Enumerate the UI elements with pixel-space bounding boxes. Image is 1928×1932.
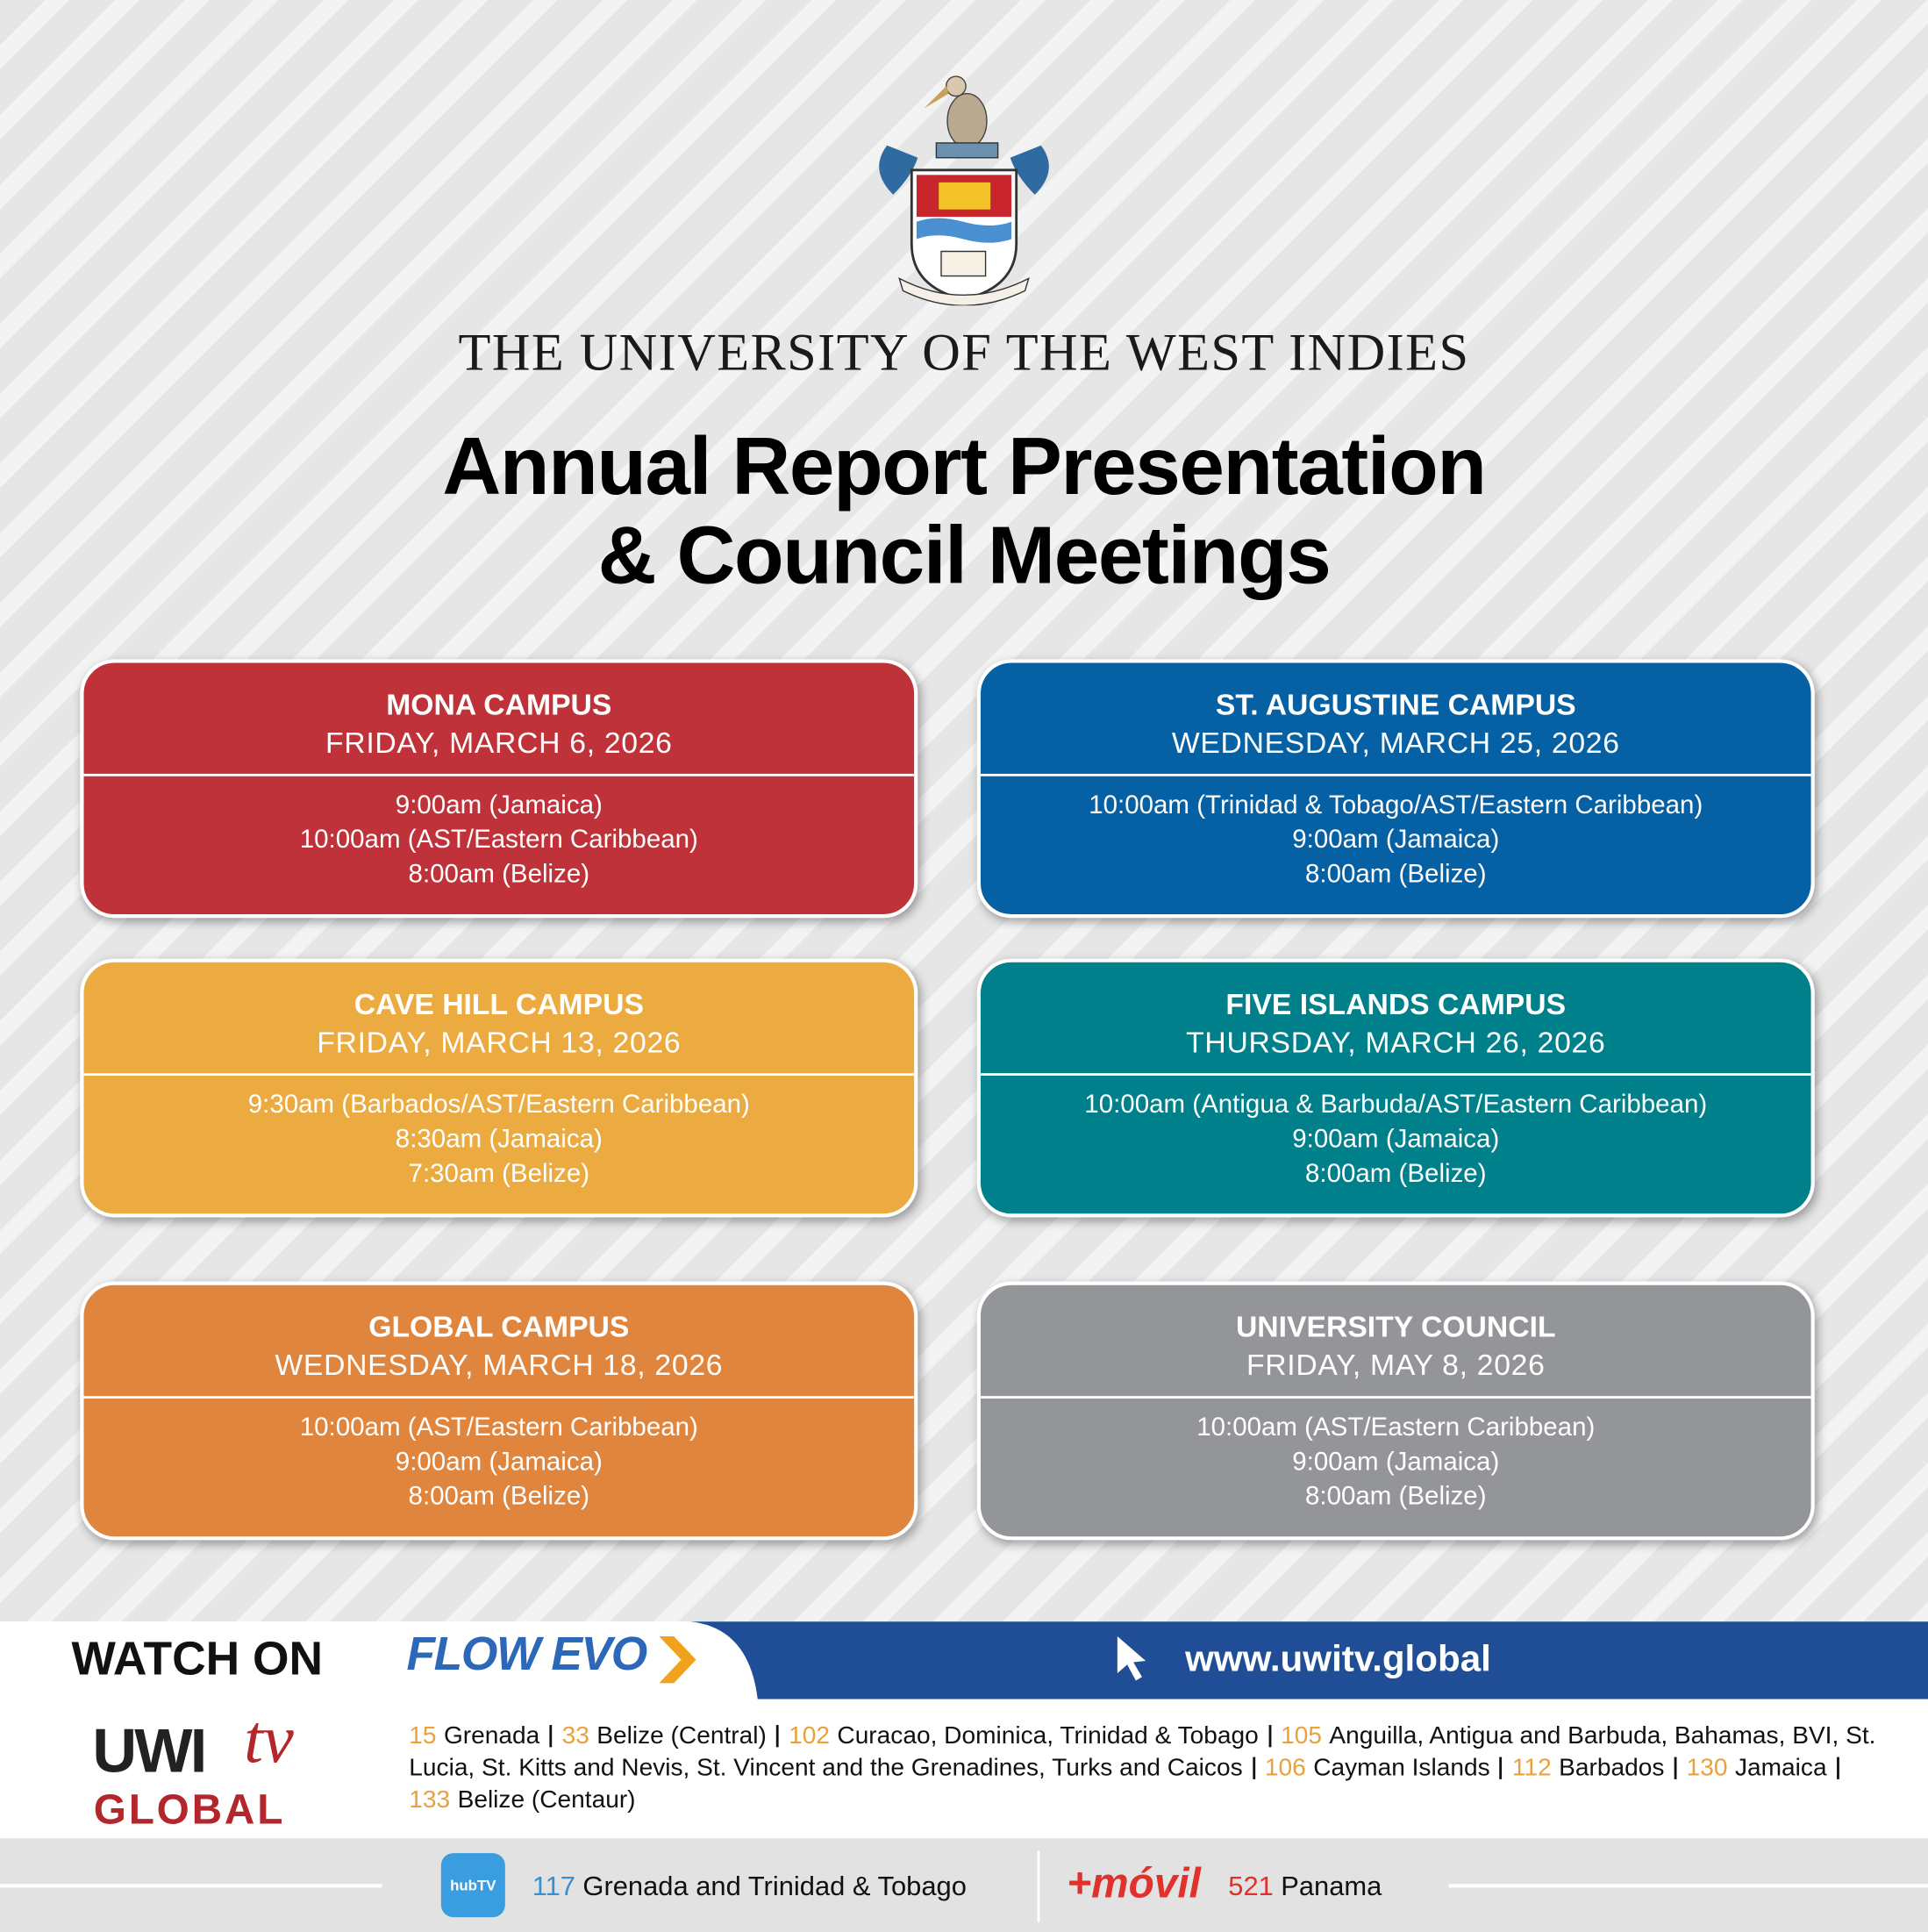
channel-places: Barbados <box>1559 1754 1665 1782</box>
time: 8:00am (Belize) <box>1304 1159 1487 1188</box>
channel-number: 133 <box>409 1786 451 1814</box>
card-header: ST. AUGUSTINE CAMPUS WEDNESDAY, MARCH 25,… <box>980 663 1811 776</box>
card-header: CAVE HILL CAMPUS FRIDAY, MARCH 13, 2026 <box>83 962 915 1076</box>
card-header: UNIVERSITY COUNCIL FRIDAY, MAY 8, 2026 <box>980 1285 1811 1399</box>
campus-card: CAVE HILL CAMPUS FRIDAY, MARCH 13, 2026 9:… <box>80 958 918 1218</box>
crest <box>879 75 1049 306</box>
campus-card: MONA CAMPUS FRIDAY, MARCH 6, 2026 9:00am (… <box>80 659 918 919</box>
campus-name: GLOBAL CAMPUS <box>368 1311 630 1345</box>
time: 9:00am (Jamaica) <box>1292 1125 1500 1154</box>
time-list: 9:00am (Jamaica) 10:00am (AST/Eastern Car… <box>84 776 915 892</box>
time: 7:30am (Belize) <box>408 1159 590 1188</box>
website: www.uwitv.global <box>1185 1638 1491 1680</box>
time: 10:00am (Trinidad & Tobago/AST/Eastern C… <box>1089 791 1703 819</box>
time: 9:00am (Jamaica) <box>1292 825 1500 855</box>
time-list: 10:00am (Trinidad & Tobago/AST/Eastern C… <box>981 776 1811 892</box>
time: 9:00am (Jamaica) <box>395 1448 603 1477</box>
university-name: THE UNIVERSITY OF THE WEST INDIES <box>458 324 1470 383</box>
rule <box>1448 1884 1928 1888</box>
separator <box>1252 1757 1255 1779</box>
hubtv-channel: 117 Grenada and Trinidad & Tobago <box>532 1871 967 1903</box>
title-line: Annual Report Presentation <box>442 419 1487 512</box>
channel-places: Cayman Islands <box>1313 1754 1490 1782</box>
channel-places: Belize (Central) <box>596 1722 767 1750</box>
time: 9:00am (Jamaica) <box>1292 1448 1500 1477</box>
web-bar <box>689 1621 1928 1699</box>
uwitv-global: GLOBAL <box>93 1786 286 1834</box>
campus-name: MONA CAMPUS <box>386 689 612 722</box>
campus-name: FIVE ISLANDS CAMPUS <box>1225 988 1567 1022</box>
rule <box>0 1884 382 1888</box>
time: 8:00am (Belize) <box>408 1482 590 1511</box>
watch-on: WATCH ON <box>71 1634 324 1686</box>
flow-chevron <box>659 1635 696 1684</box>
time-list: 10:00am (AST/Eastern Caribbean) 9:00am (J… <box>981 1399 1811 1514</box>
separator <box>776 1725 779 1748</box>
movil-logo: +móvil <box>1067 1860 1201 1907</box>
channel-places: Belize (Centaur) <box>457 1786 636 1814</box>
separator <box>1499 1757 1503 1779</box>
campus-date: WEDNESDAY, MARCH 25, 2026 <box>1171 726 1620 761</box>
channel-places: Curacao, Dominica, Trinidad & Tobago <box>837 1722 1259 1750</box>
channel-number: 15 <box>409 1722 437 1750</box>
campus-name: CAVE HILL CAMPUS <box>353 988 644 1022</box>
channel-list: 15 Grenada 33 Belize (Central) 102 Curacao, D… <box>409 1720 1881 1816</box>
campus-date: THURSDAY, MARCH 26, 2026 <box>1186 1026 1606 1060</box>
separator <box>549 1725 553 1748</box>
time: 9:30am (Barbados/AST/Eastern Caribbean) <box>247 1090 750 1120</box>
campus-date: FRIDAY, MARCH 6, 2026 <box>325 726 673 761</box>
campus-card: FIVE ISLANDS CAMPUS THURSDAY, MARCH 26, 2… <box>976 958 1815 1218</box>
separator <box>1268 1725 1271 1748</box>
time-list: 10:00am (AST/Eastern Caribbean) 9:00am (J… <box>84 1399 915 1514</box>
time: 10:00am (Antigua & Barbuda/AST/Eastern C… <box>1084 1090 1708 1120</box>
card-header: GLOBAL CAMPUS WEDNESDAY, MARCH 18, 2026 <box>83 1285 915 1399</box>
card-header: FIVE ISLANDS CAMPUS THURSDAY, MARCH 26, 2… <box>980 962 1811 1076</box>
channel-number: 33 <box>561 1722 589 1750</box>
time: 8:00am (Belize) <box>1304 860 1487 889</box>
channel-places: Grenada <box>443 1722 540 1750</box>
channel-number: 106 <box>1264 1754 1306 1782</box>
time: 10:00am (AST/Eastern Caribbean) <box>1196 1413 1596 1442</box>
uwitv-brand: UWI <box>92 1716 207 1785</box>
campus-name: UNIVERSITY COUNCIL <box>1235 1311 1556 1345</box>
channel-places: Jamaica <box>1734 1754 1827 1782</box>
time-list: 10:00am (Antigua & Barbuda/AST/Eastern C… <box>981 1076 1811 1191</box>
channel-number: 105 <box>1281 1722 1322 1750</box>
channel-number: 112 <box>1511 1754 1552 1782</box>
campus-card: GLOBAL CAMPUS WEDNESDAY, MARCH 18, 2026 10… <box>80 1281 918 1541</box>
divider <box>1037 1850 1040 1922</box>
campus-date: FRIDAY, MARCH 13, 2026 <box>317 1026 682 1060</box>
channel-places: Panama <box>1281 1870 1382 1901</box>
campus-date: FRIDAY, MAY 8, 2026 <box>1246 1349 1546 1383</box>
movil-channel: 521 Panama <box>1228 1871 1382 1903</box>
campus-card: UNIVERSITY COUNCIL FRIDAY, MAY 8, 2026 10:… <box>976 1281 1815 1541</box>
title-line: & Council Meetings <box>597 508 1332 600</box>
channel-places: Anguilla, Antigua and Barbuda, Bahamas, … <box>409 1722 1876 1782</box>
card-header: MONA CAMPUS FRIDAY, MARCH 6, 2026 <box>83 663 915 776</box>
channel-number: 130 <box>1686 1754 1728 1782</box>
channel-number: 117 <box>532 1870 575 1901</box>
campus-date: WEDNESDAY, MARCH 18, 2026 <box>275 1349 724 1383</box>
time: 9:00am (Jamaica) <box>395 791 603 819</box>
channel-number: 102 <box>789 1722 830 1750</box>
time: 8:30am (Jamaica) <box>395 1125 603 1154</box>
time: 8:00am (Belize) <box>1304 1482 1487 1511</box>
flow-logo: FLOW EVO <box>406 1628 647 1681</box>
uwitv-tv: tv <box>244 1701 294 1778</box>
time: 10:00am (AST/Eastern Caribbean) <box>299 825 698 855</box>
separator <box>1674 1757 1677 1779</box>
campus-card: ST. AUGUSTINE CAMPUS WEDNESDAY, MARCH 25,… <box>976 659 1815 919</box>
channel-number: 521 <box>1228 1870 1274 1901</box>
channel-places: Grenada and Trinidad & Tobago <box>582 1870 967 1901</box>
separator <box>1836 1757 1839 1779</box>
time: 10:00am (AST/Eastern Caribbean) <box>299 1413 698 1442</box>
time-list: 9:30am (Barbados/AST/Eastern Caribbean) 8… <box>84 1076 915 1191</box>
campus-name: ST. AUGUSTINE CAMPUS <box>1215 689 1576 722</box>
hubtv-logo: hubTV <box>440 1853 505 1918</box>
time: 8:00am (Belize) <box>408 860 590 889</box>
